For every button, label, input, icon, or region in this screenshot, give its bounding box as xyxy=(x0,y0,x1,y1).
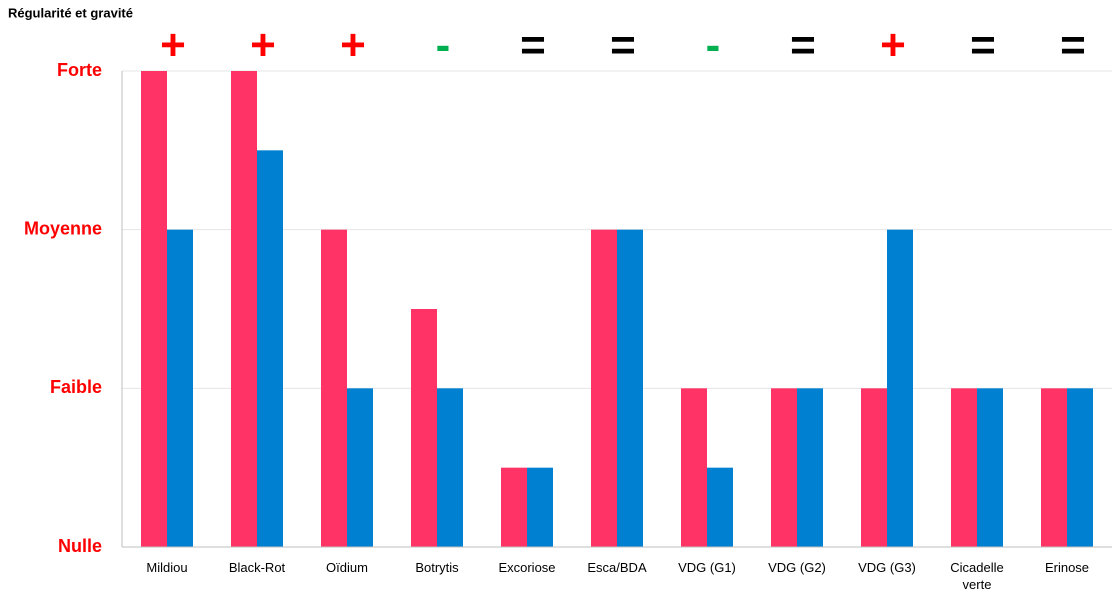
y-tick-label: Moyenne xyxy=(24,218,102,238)
y-tick-label: Nulle xyxy=(58,536,102,556)
bar xyxy=(797,388,823,547)
x-tick-label: VDG (G1) xyxy=(678,560,736,575)
x-tick-label: Mildiou xyxy=(146,560,188,575)
trend-symbol: = xyxy=(1060,21,1086,70)
trend-symbol: + xyxy=(160,21,186,70)
x-tick-label: Esca/BDA xyxy=(587,560,647,575)
x-tick-label: Botrytis xyxy=(415,560,459,575)
bar xyxy=(527,467,553,547)
bar xyxy=(167,229,193,547)
bar xyxy=(257,150,283,548)
bar xyxy=(437,388,463,547)
trend-symbol: - xyxy=(436,21,451,70)
trend-symbol: - xyxy=(706,21,721,70)
bar xyxy=(771,388,797,547)
bar xyxy=(231,71,257,547)
x-tick-label: VDG (G3) xyxy=(858,560,916,575)
y-tick-label: Forte xyxy=(57,60,102,80)
trend-symbol: = xyxy=(520,21,546,70)
bar xyxy=(977,388,1003,547)
bar xyxy=(321,229,347,547)
bar xyxy=(591,229,617,547)
trend-symbol: = xyxy=(610,21,636,70)
bar xyxy=(411,309,437,547)
x-tick-label: VDG (G2) xyxy=(768,560,826,575)
y-tick-label: Faible xyxy=(50,377,102,397)
bar xyxy=(951,388,977,547)
bar xyxy=(681,388,707,547)
x-tick-label: Oïdium xyxy=(326,560,368,575)
bar xyxy=(887,229,913,547)
bar xyxy=(1067,388,1093,547)
bar xyxy=(501,467,527,547)
x-tick-label: Black-Rot xyxy=(228,560,286,575)
bar xyxy=(141,71,167,547)
chart-title: Régularité et gravité xyxy=(8,5,133,20)
x-tick-label: Erinose xyxy=(1044,560,1090,575)
bar xyxy=(861,388,887,547)
x-tick-label: Cicadelle verte xyxy=(950,560,1004,592)
trend-symbol: + xyxy=(880,21,906,70)
trend-symbol: = xyxy=(790,21,816,70)
bar xyxy=(1041,388,1067,547)
bar xyxy=(347,388,373,547)
bar xyxy=(707,467,733,547)
trend-symbol: + xyxy=(250,21,276,70)
x-tick-label: Excoriose xyxy=(498,560,556,575)
bar xyxy=(617,229,643,547)
trend-symbol: = xyxy=(970,21,996,70)
trend-symbol: + xyxy=(340,21,366,70)
